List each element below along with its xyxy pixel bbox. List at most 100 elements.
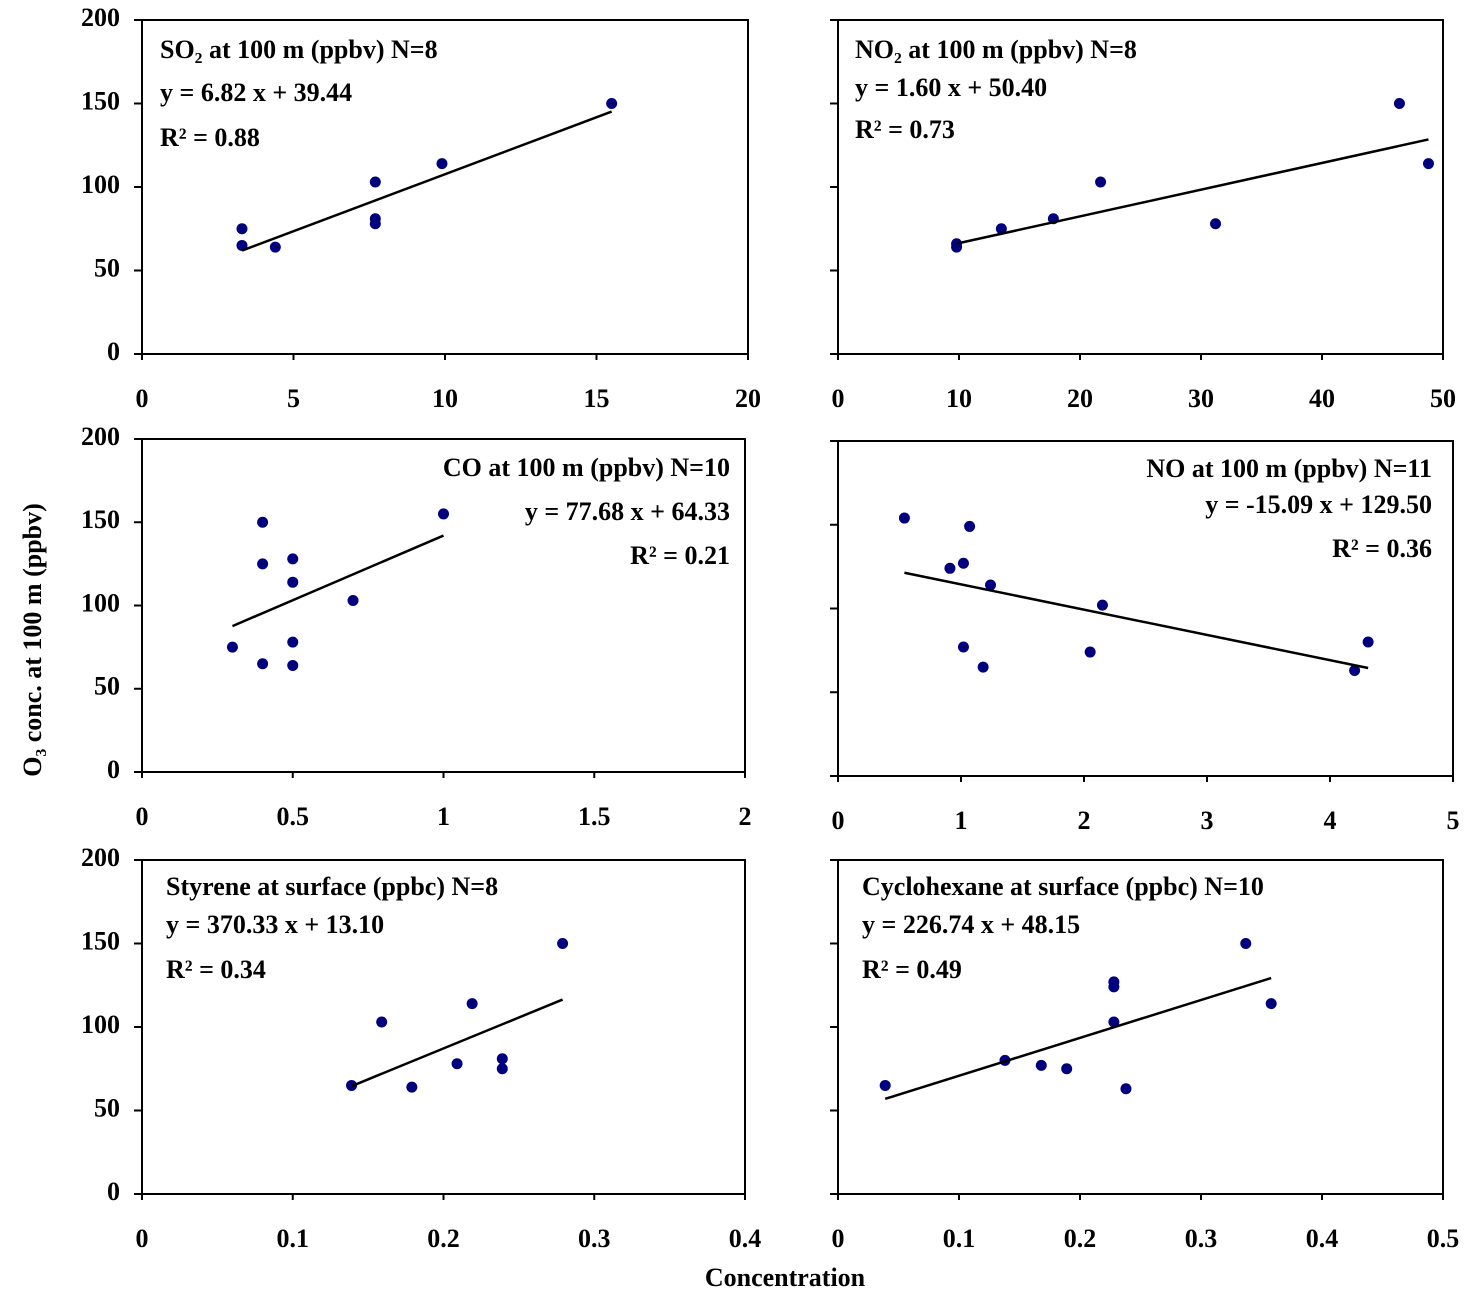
annotation: R² = 0.34: [166, 955, 266, 984]
point: [977, 661, 989, 673]
x-tick-label: 0.2: [1064, 1224, 1097, 1253]
y-tick-label: 200: [81, 422, 120, 451]
point: [557, 938, 569, 949]
annotation: R² = 0.21: [630, 541, 730, 570]
annotation: Styrene at surface (ppbc) N=8: [166, 872, 498, 901]
y-tick-label: 100: [81, 1010, 120, 1039]
annotation: y = -15.09 x + 129.50: [1205, 490, 1432, 519]
point: [406, 1081, 418, 1093]
point: [1240, 938, 1252, 949]
plot-frame: [837, 19, 1444, 355]
plot-frame: [141, 19, 749, 355]
point: [257, 658, 269, 670]
y-tick-label: 0: [107, 755, 120, 784]
x-tick-label: 0.4: [1306, 1224, 1339, 1253]
x-tick-label: 2: [1078, 806, 1091, 835]
x-tick-label: 30: [1188, 384, 1214, 413]
point: [438, 508, 449, 520]
point: [879, 1079, 891, 1091]
point: [226, 641, 238, 653]
annotation: CO at 100 m (ppbv) N=10: [443, 453, 730, 482]
point: [236, 223, 248, 235]
y-tick-label: 50: [94, 253, 120, 282]
annotation: y = 370.33 x + 13.10: [166, 910, 384, 939]
x-tick-label: 0.2: [427, 1224, 460, 1253]
point: [496, 1063, 508, 1075]
x-tick-label: 0.4: [729, 1224, 762, 1253]
y-tick-label: 0: [107, 1177, 120, 1206]
point: [898, 512, 910, 524]
point: [436, 158, 448, 170]
annotation: y = 1.60 x + 50.40: [855, 73, 1047, 102]
point: [951, 241, 963, 253]
point: [257, 558, 269, 570]
y-tick-label: 50: [94, 1093, 120, 1122]
annotation: SO₂ at 100 m (ppbv) N=8: [160, 35, 438, 64]
y-tick-label: 200: [81, 3, 120, 32]
point: [944, 562, 956, 574]
x-tick-label: 0.3: [1185, 1224, 1218, 1253]
y-tick-label: 150: [81, 926, 120, 955]
point: [1349, 664, 1361, 676]
x-tick-label: 50: [1430, 384, 1456, 413]
point: [369, 176, 381, 188]
x-axis-label: Concentration: [705, 1263, 866, 1292]
x-tick-label: 0: [832, 806, 845, 835]
point: [1422, 158, 1434, 170]
annotation: R² = 0.49: [862, 955, 962, 984]
point: [451, 1058, 463, 1070]
x-tick-label: 10: [946, 384, 972, 413]
x-tick-label: 0.1: [943, 1224, 976, 1253]
x-tick-label: 15: [584, 384, 610, 413]
point: [1061, 1063, 1073, 1075]
y-tick-label: 0: [107, 337, 120, 366]
point: [1362, 636, 1374, 648]
x-tick-label: 1: [437, 802, 450, 831]
trend-line: [884, 976, 1272, 1101]
point: [1035, 1059, 1047, 1071]
x-tick-label: 1: [955, 806, 968, 835]
annotation: y = 77.68 x + 64.33: [525, 497, 730, 526]
annotation: NO at 100 m (ppbv) N=11: [1146, 454, 1432, 483]
point: [1393, 98, 1405, 109]
point: [985, 579, 997, 591]
y-tick-label: 100: [81, 170, 120, 199]
point: [957, 557, 969, 569]
x-tick-label: 0: [136, 384, 149, 413]
annotation: R² = 0.73: [855, 115, 955, 144]
x-tick-label: 20: [1067, 384, 1093, 413]
point: [269, 241, 281, 253]
point: [287, 636, 299, 648]
point: [1084, 646, 1096, 658]
point: [957, 641, 969, 653]
point: [1120, 1083, 1132, 1095]
point: [287, 576, 299, 588]
point: [257, 516, 269, 528]
x-tick-label: 5: [1447, 806, 1460, 835]
x-tick-label: 1.5: [578, 802, 611, 831]
point: [964, 520, 976, 532]
point: [1095, 176, 1107, 188]
y-tick-label: 200: [81, 843, 120, 872]
annotation: y = 226.74 x + 48.15: [862, 910, 1080, 939]
y-tick-label: 150: [81, 86, 120, 115]
y-tick-label: 50: [94, 672, 120, 701]
point: [466, 998, 478, 1010]
x-tick-label: 0: [832, 1224, 845, 1253]
point: [1108, 1016, 1120, 1028]
x-tick-label: 3: [1201, 806, 1214, 835]
x-tick-label: 10: [432, 384, 458, 413]
x-tick-label: 0.1: [277, 1224, 310, 1253]
point: [1210, 218, 1222, 230]
trend-line: [231, 534, 444, 628]
x-tick-label: 0.5: [1427, 1224, 1460, 1253]
trend-line: [241, 110, 613, 252]
point: [287, 659, 299, 671]
trend-line: [351, 998, 564, 1088]
x-tick-label: 0.5: [277, 802, 310, 831]
plot-frame: [141, 438, 746, 773]
x-tick-label: 40: [1309, 384, 1335, 413]
point: [1096, 599, 1108, 611]
